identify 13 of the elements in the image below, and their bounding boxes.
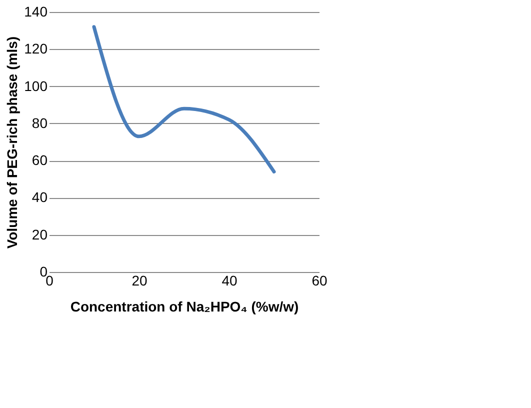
- x-tick-label: 40: [222, 272, 238, 288]
- y-axis-title: Volume of PEG-rich phase (mls): [4, 36, 20, 249]
- y-tick-label: 80: [32, 114, 48, 131]
- y-tick-label: 20: [32, 226, 48, 242]
- y-tick-label: 100: [24, 78, 48, 94]
- y-tick-label: 60: [32, 152, 48, 168]
- x-axis-title: Concentration of Na₂HPO₄ (%w/w): [70, 298, 299, 314]
- y-tick-label: 120: [24, 40, 48, 57]
- x-tick-label: 20: [132, 272, 148, 288]
- line-series: [92, 25, 276, 174]
- x-tick-label: 60: [312, 272, 328, 288]
- y-tick-label: 140: [24, 4, 48, 20]
- y-tick-label: 40: [32, 189, 48, 206]
